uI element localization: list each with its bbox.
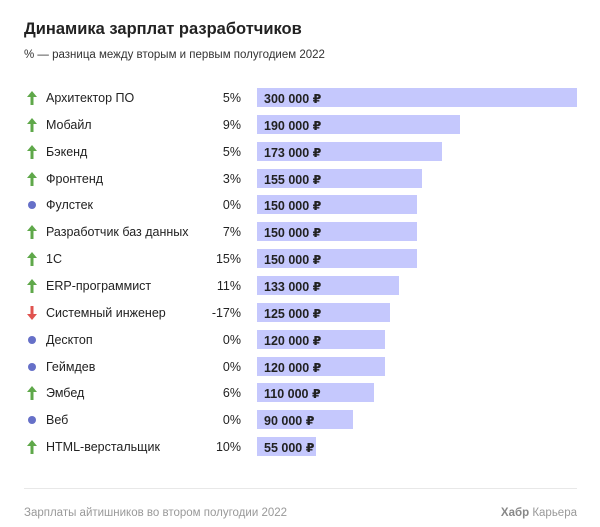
bar-row: Десктоп 0% 120 000 ₽ [0, 329, 600, 350]
value-label: 300 000 ₽ [264, 92, 322, 106]
value-label: 90 000 ₽ [264, 414, 315, 429]
bar [257, 329, 385, 349]
arrow-up-icon [25, 224, 39, 240]
value-label: 150 000 ₽ [264, 226, 322, 241]
bar-row: 1С 15% 150 000 ₽ [0, 249, 600, 269]
bar [257, 168, 423, 188]
bar-row: Бэкенд 5% 173 000 ₽ [0, 141, 600, 162]
category-label: Веб [46, 413, 69, 428]
arrow-up-icon [25, 117, 39, 133]
arrow-up-icon [25, 251, 39, 267]
category-label: Архитектор ПО [46, 91, 135, 105]
bar-row: HTML-верстальщик 10% 55 000 ₽ [0, 437, 600, 457]
change-percent: 0% [222, 198, 241, 213]
change-percent: 0% [222, 359, 241, 374]
change-percent: 9% [222, 117, 241, 132]
bar [257, 114, 460, 134]
bar [257, 195, 417, 215]
bar [257, 356, 385, 376]
arrow-up-icon [25, 171, 39, 187]
bar [257, 437, 316, 457]
bar-row: Мобайл 9% 190 000 ₽ [0, 114, 600, 135]
category-label: Фронтенд [46, 171, 104, 186]
chart-title: Динамика зарплат разработчиков [24, 20, 302, 38]
arrow-up-icon [25, 278, 39, 294]
change-percent: 15% [215, 252, 241, 267]
category-label: ERP-программист [46, 278, 152, 293]
category-label: Разработчик баз данных [46, 225, 189, 240]
dot-icon [25, 332, 39, 348]
footer-source: Зарплаты айтишников во втором полугодии … [24, 507, 288, 519]
bar [257, 222, 417, 242]
bar-row: Разработчик баз данных 7% 150 000 ₽ [0, 222, 600, 242]
category-label: Мобайл [46, 117, 92, 132]
bar-row: Системный инженер -17% 125 000 ₽ [0, 302, 600, 323]
bar-row: Геймдев 0% 120 000 ₽ [0, 356, 600, 377]
bar-row: Фулстек 0% 150 000 ₽ [0, 195, 600, 215]
change-percent: 10% [215, 440, 241, 455]
value-label: 120 000 ₽ [264, 333, 322, 348]
bar-row: Эмбед 6% 110 000 ₽ [0, 383, 600, 403]
category-label: HTML-верстальщик [46, 440, 160, 455]
bar-row: Веб 0% 90 000 ₽ [0, 410, 600, 430]
bar-row: Архитектор ПО 5% 300 000 ₽ [0, 88, 600, 108]
change-percent: 3% [222, 171, 241, 186]
value-label: 155 000 ₽ [264, 172, 322, 187]
value-label: 110 000 ₽ [264, 387, 321, 402]
arrow-up-icon [25, 144, 39, 160]
bar [257, 88, 577, 107]
arrow-down-icon [25, 305, 39, 321]
change-percent: 11% [216, 278, 241, 293]
change-percent: 5% [222, 144, 241, 159]
category-label: Фулстек [46, 198, 94, 213]
dot-icon [25, 197, 39, 213]
value-label: 125 000 ₽ [264, 306, 322, 321]
category-label: Бэкенд [46, 144, 88, 159]
bar [257, 410, 353, 430]
category-label: Системный инженер [46, 305, 166, 320]
value-label: 55 000 ₽ [264, 441, 315, 456]
footer-brand: Хабр Карьера [501, 507, 577, 519]
change-percent: -17% [211, 305, 241, 320]
category-label: Геймдев [46, 359, 96, 374]
bar-row: Фронтенд 3% 155 000 ₽ [0, 168, 600, 189]
change-percent: 5% [222, 91, 241, 105]
bar-row: ERP-программист 11% 133 000 ₽ [0, 275, 600, 296]
arrow-up-icon [25, 439, 39, 455]
dot-icon [25, 359, 39, 375]
change-percent: 7% [222, 225, 241, 240]
arrow-up-icon [25, 90, 39, 106]
change-percent: 0% [222, 413, 241, 428]
change-percent: 0% [222, 332, 241, 347]
value-label: 120 000 ₽ [264, 360, 322, 375]
category-label: Эмбед [46, 386, 85, 401]
category-label: 1С [46, 252, 62, 267]
bar [257, 249, 417, 269]
bar [257, 275, 399, 295]
brand-bold: Хабр [500, 507, 530, 519]
value-label: 190 000 ₽ [264, 118, 322, 133]
value-label: 150 000 ₽ [264, 199, 322, 214]
category-label: Десктоп [46, 332, 93, 347]
divider [24, 488, 577, 489]
bar [257, 383, 375, 403]
chart-subtitle: % — разница между вторым и первым полуго… [24, 49, 325, 61]
value-label: 173 000 ₽ [264, 145, 322, 160]
bar [257, 302, 391, 322]
change-percent: 6% [222, 386, 241, 401]
arrow-up-icon [25, 385, 39, 401]
value-label: 133 000 ₽ [264, 279, 322, 294]
value-label: 150 000 ₽ [264, 253, 322, 268]
bar [257, 141, 442, 161]
dot-icon [25, 412, 39, 428]
brand-rest: Карьера [532, 507, 577, 519]
